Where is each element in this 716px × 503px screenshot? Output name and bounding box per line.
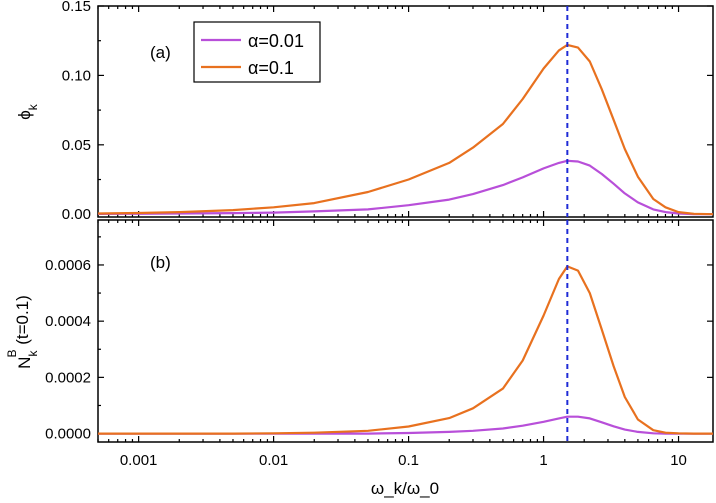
x-axis-title: ω_k/ω_0 [371, 479, 439, 498]
panel-a-ylabel: ϕk [15, 103, 40, 120]
panel-b-curves [98, 265, 713, 435]
legend: α=0.01 α=0.1 [193, 21, 321, 83]
panel-a-ylabel-main: ϕ [15, 110, 34, 120]
panel-a-ylabel-sub: k [26, 103, 40, 110]
panel-b-ylabel-main: N [15, 357, 34, 369]
panel-a-label: (a) [150, 43, 171, 62]
panel-a-frame [97, 5, 714, 218]
panel-a-curves [97, 43, 714, 216]
x-tick-label: 1 [539, 452, 547, 469]
panel-b-ylabel: NkB (t=0.1) [5, 295, 40, 369]
panel-a-series-alpha-0-01 [97, 159, 714, 216]
x-tick-label: 0.01 [259, 452, 288, 469]
panel-a-y-tick-label: 0.00 [62, 206, 91, 223]
legend-box [193, 21, 321, 83]
x-tick-label: 0.001 [120, 452, 158, 469]
panel-b-series-alpha-0-01 [98, 415, 713, 435]
panel-b-label: (b) [150, 253, 171, 272]
panel-b-y-tick-label: 0.0002 [45, 369, 91, 386]
x-tick-label: 0.1 [398, 452, 419, 469]
panel-a-ticks: 0.00 0.05 0.10 0.15 [62, 0, 713, 223]
panel-b-ylabel-suffix: (t=0.1) [13, 295, 32, 349]
panel-b-series-alpha-0-1 [98, 265, 713, 435]
panel-b-frame [97, 219, 714, 443]
panel-b-ylabel-sup: B [5, 350, 19, 358]
panel-b-y-tick-label: 0.0000 [45, 426, 91, 443]
panel-b-y-tick-label: 0.0006 [45, 257, 91, 274]
panel-a-y-tick-label: 0.15 [62, 0, 91, 15]
legend-label-alpha-0-01: α=0.01 [248, 31, 304, 51]
panel-a-y-tick-label: 0.05 [62, 137, 91, 154]
x-tick-label: 10 [670, 452, 687, 469]
panel-a-series-alpha-0-1 [97, 43, 714, 216]
legend-label-alpha-0-1: α=0.1 [248, 58, 294, 78]
panel-b-ticks: 0.0000 0.0002 0.0004 0.0006 0.001 0.01 0.1 1 10 [45, 220, 713, 469]
panel-b-y-tick-label: 0.0004 [45, 313, 91, 330]
panel-a-y-tick-label: 0.10 [62, 67, 91, 84]
panel-b-ylabel-sub: k [26, 350, 40, 357]
